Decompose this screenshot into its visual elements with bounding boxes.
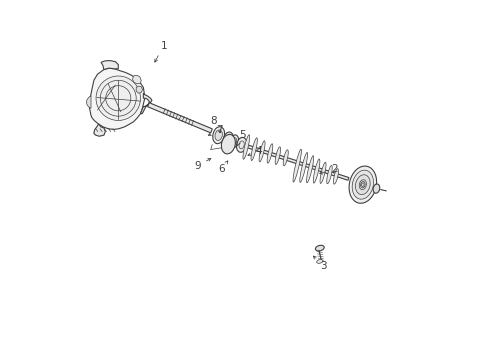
Polygon shape [94, 124, 105, 136]
Ellipse shape [250, 138, 257, 161]
Polygon shape [147, 103, 212, 133]
Ellipse shape [326, 166, 331, 184]
Ellipse shape [313, 159, 319, 183]
Ellipse shape [315, 245, 324, 251]
Text: 6: 6 [218, 161, 227, 174]
Polygon shape [101, 60, 118, 69]
Polygon shape [136, 86, 142, 93]
Ellipse shape [266, 144, 272, 163]
Ellipse shape [259, 141, 264, 162]
Text: 1: 1 [155, 41, 167, 62]
Polygon shape [245, 145, 348, 180]
Text: 3: 3 [313, 256, 326, 271]
Ellipse shape [333, 169, 338, 184]
Ellipse shape [230, 135, 238, 148]
Text: 4: 4 [247, 146, 262, 156]
Ellipse shape [221, 134, 235, 154]
Text: 9: 9 [194, 158, 210, 171]
Polygon shape [89, 68, 144, 130]
Ellipse shape [306, 156, 313, 183]
Ellipse shape [355, 175, 369, 194]
Text: 8: 8 [210, 116, 220, 132]
Ellipse shape [351, 170, 373, 199]
Ellipse shape [316, 260, 322, 263]
Ellipse shape [319, 162, 325, 184]
Ellipse shape [225, 135, 231, 144]
Ellipse shape [348, 166, 376, 203]
Ellipse shape [372, 184, 379, 193]
Ellipse shape [223, 132, 233, 147]
Ellipse shape [215, 130, 222, 140]
Ellipse shape [299, 153, 307, 183]
Ellipse shape [236, 138, 246, 152]
Text: 2: 2 [319, 164, 337, 174]
Ellipse shape [212, 127, 224, 144]
Text: 5: 5 [237, 130, 245, 145]
Ellipse shape [283, 150, 288, 166]
Polygon shape [140, 93, 152, 114]
Ellipse shape [275, 147, 280, 165]
Circle shape [96, 76, 140, 121]
Ellipse shape [292, 149, 301, 182]
Text: 7: 7 [208, 125, 222, 135]
Ellipse shape [243, 135, 249, 159]
Polygon shape [86, 96, 91, 108]
Polygon shape [132, 75, 141, 84]
